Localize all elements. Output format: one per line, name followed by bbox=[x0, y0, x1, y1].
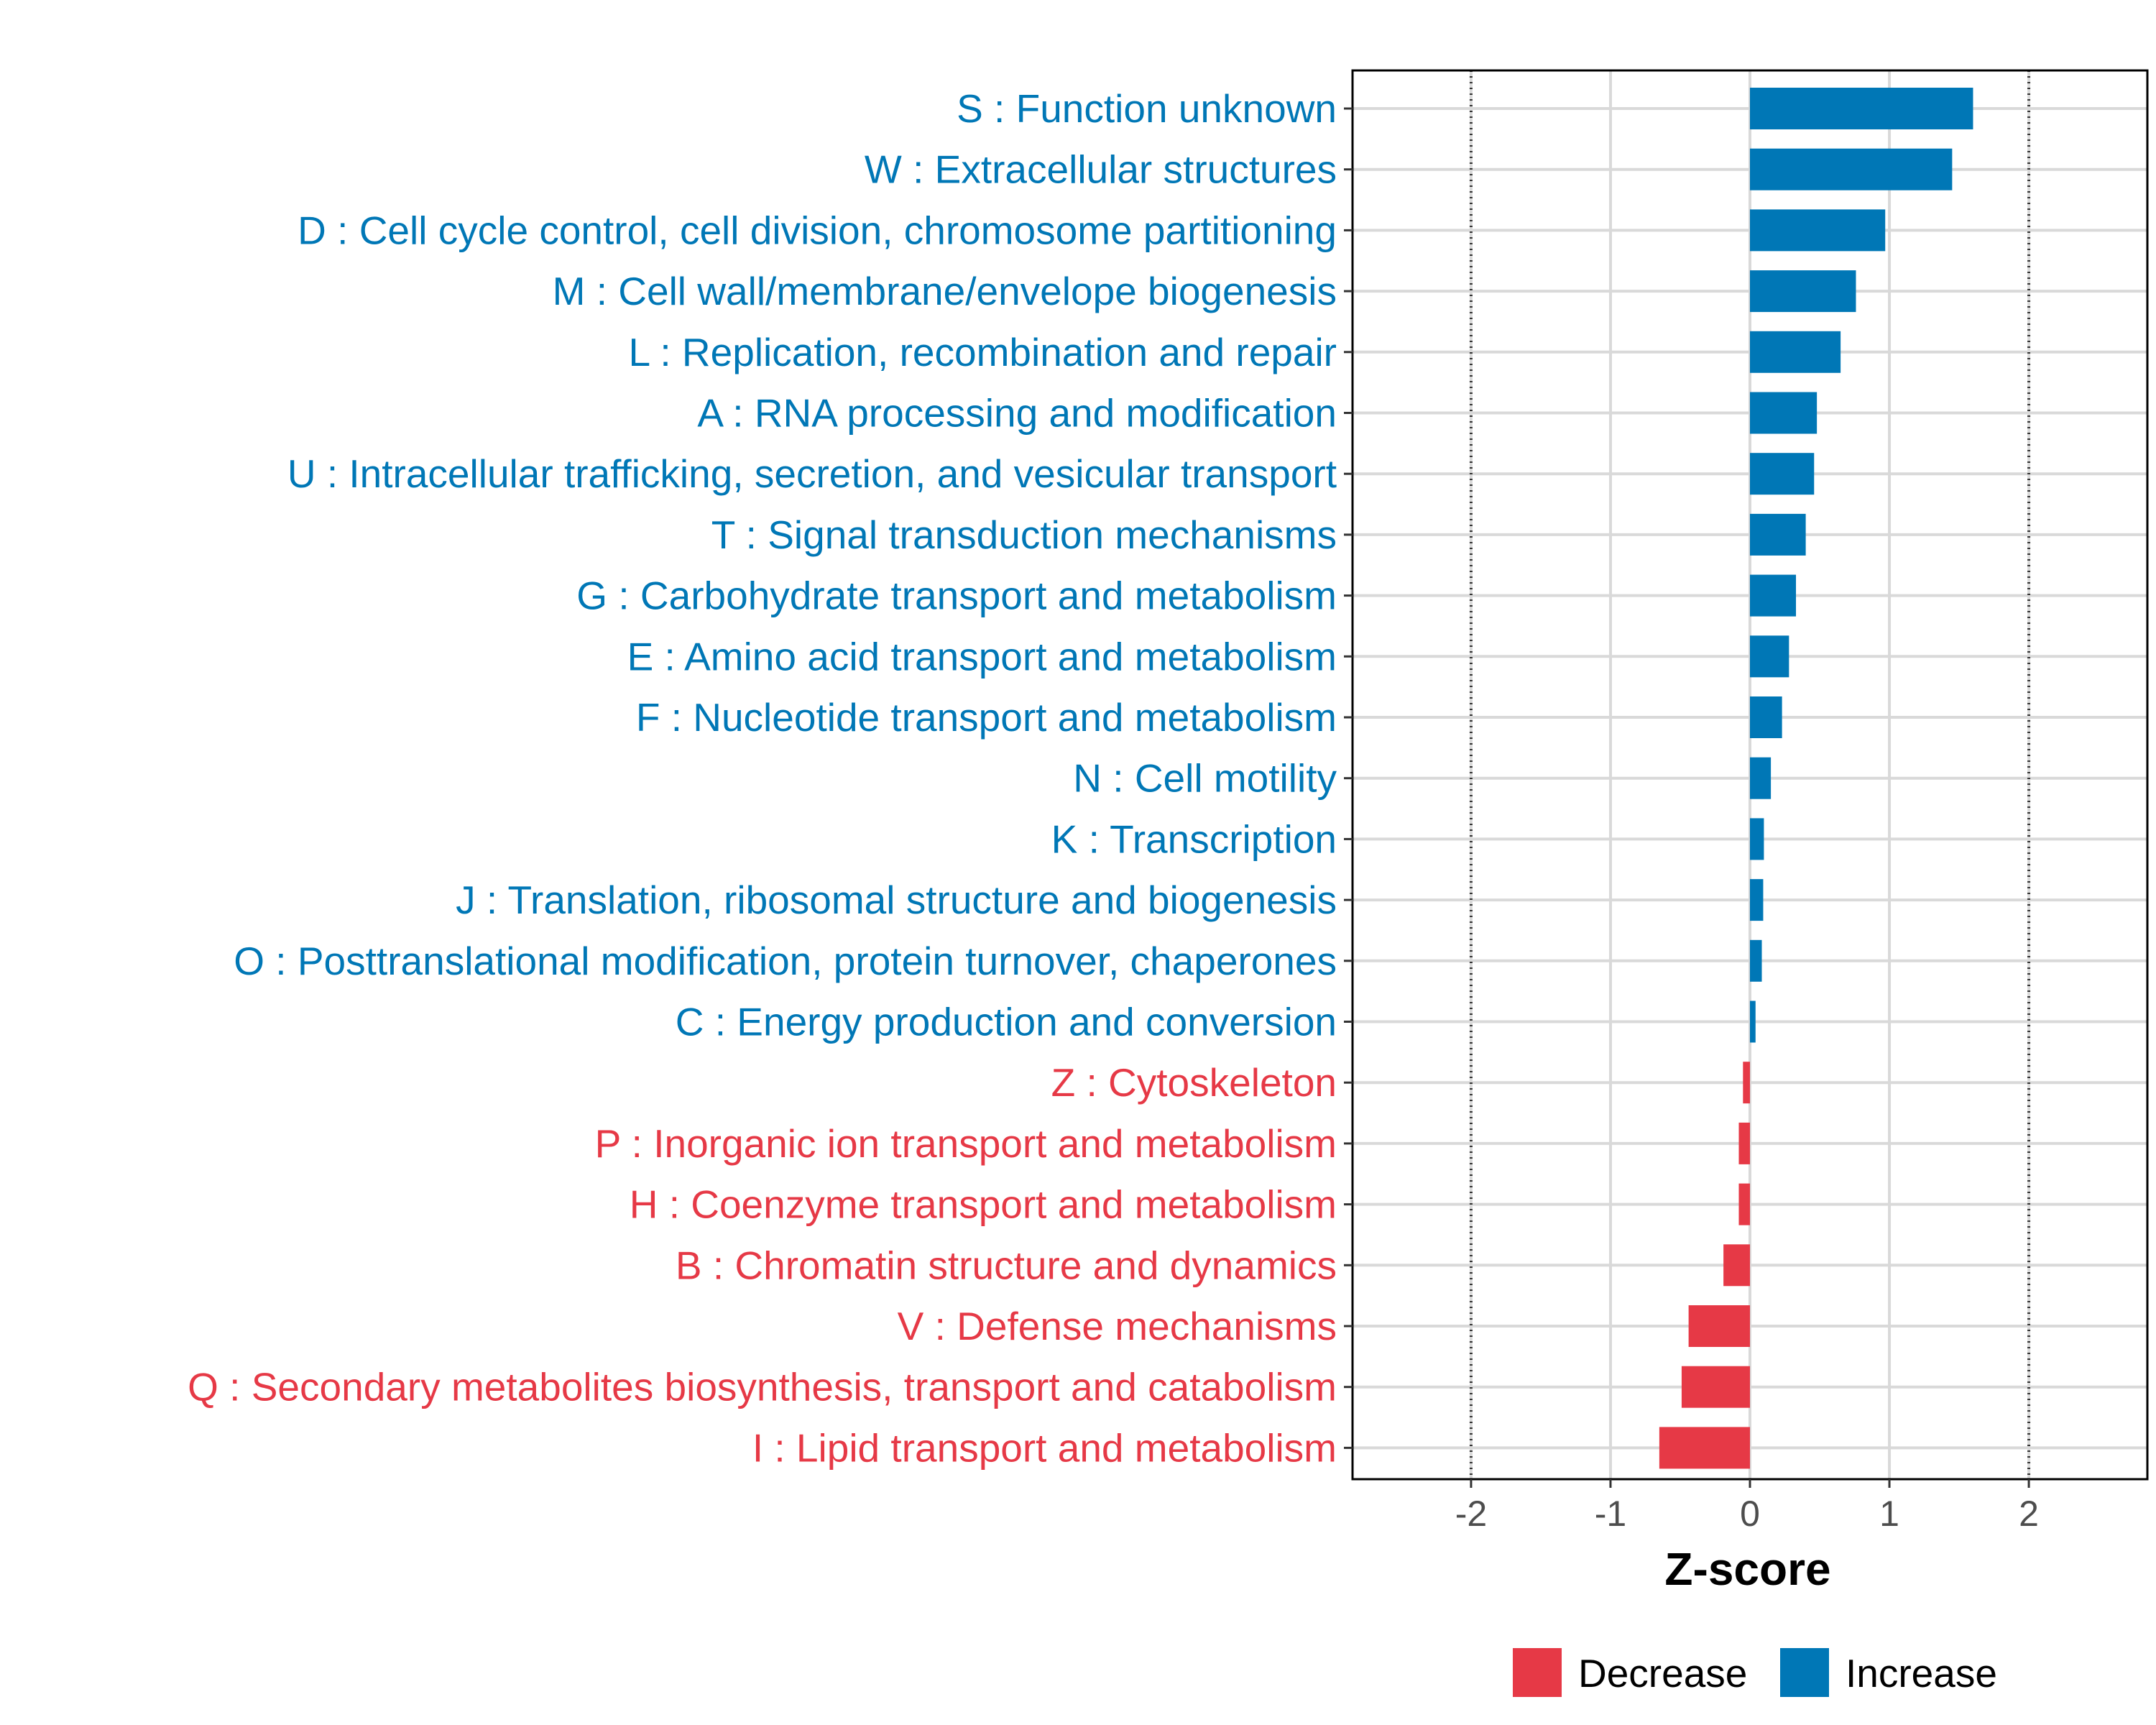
bar bbox=[1750, 574, 1797, 617]
bar bbox=[1738, 1122, 1750, 1164]
bar bbox=[1750, 513, 1806, 556]
y-tick-label: T : Signal transduction mechanisms bbox=[711, 512, 1337, 557]
legend-swatch-increase bbox=[1780, 1648, 1829, 1697]
bar bbox=[1688, 1305, 1750, 1347]
bar bbox=[1750, 939, 1762, 982]
legend-label-increase: Increase bbox=[1846, 1651, 1997, 1696]
y-tick-label: W : Extracellular structures bbox=[865, 147, 1337, 192]
x-axis: -2 -1 0 1 2 bbox=[1455, 1479, 2039, 1534]
x-tick-label: -2 bbox=[1455, 1494, 1487, 1534]
bar bbox=[1750, 88, 1973, 129]
bar bbox=[1738, 1183, 1750, 1225]
y-tick-label: U : Intracellular trafficking, secretion… bbox=[287, 451, 1337, 496]
legend: Decrease Increase bbox=[1513, 1648, 1997, 1697]
y-tick-label: G : Carbohydrate transport and metabolis… bbox=[576, 574, 1337, 618]
bar bbox=[1659, 1427, 1750, 1469]
bar bbox=[1743, 1062, 1750, 1104]
bar bbox=[1750, 209, 1886, 252]
x-axis-title: Z-score bbox=[1664, 1543, 1830, 1595]
bar-layer bbox=[1659, 88, 1973, 1469]
x-tick-label: 2 bbox=[2019, 1494, 2039, 1534]
bar bbox=[1750, 696, 1782, 738]
x-tick-label: 1 bbox=[1879, 1494, 1899, 1534]
bar bbox=[1750, 148, 1953, 190]
y-tick-label: I : Lipid transport and metabolism bbox=[752, 1425, 1337, 1470]
bar bbox=[1750, 331, 1841, 373]
y-tick-label: O : Posttranslational modification, prot… bbox=[234, 939, 1337, 983]
y-axis: S : Function unknown W : Extracellular st… bbox=[188, 86, 1353, 1470]
y-tick-label: D : Cell cycle control, cell division, c… bbox=[298, 208, 1337, 252]
bar bbox=[1750, 392, 1818, 434]
y-tick-label: M : Cell wall/membrane/envelope biogenes… bbox=[553, 269, 1337, 313]
bar bbox=[1750, 757, 1772, 799]
y-tick-label: F : Nucleotide transport and metabolism bbox=[636, 695, 1337, 740]
bar bbox=[1750, 818, 1764, 860]
y-tick-label: P : Inorganic ion transport and metaboli… bbox=[595, 1121, 1337, 1166]
bar bbox=[1750, 453, 1815, 495]
reference-line-layer bbox=[1469, 70, 2031, 1479]
y-tick-label: B : Chromatin structure and dynamics bbox=[676, 1243, 1337, 1287]
y-tick-label: L : Replication, recombination and repai… bbox=[629, 330, 1337, 374]
y-tick-label: C : Energy production and conversion bbox=[676, 1000, 1337, 1044]
legend-swatch-decrease bbox=[1513, 1648, 1562, 1697]
y-tick-label: Z : Cytoskeleton bbox=[1051, 1060, 1337, 1105]
bar bbox=[1750, 270, 1856, 313]
y-tick-label: N : Cell motility bbox=[1073, 756, 1337, 801]
y-tick-label: V : Defense mechanisms bbox=[898, 1304, 1337, 1348]
y-tick-label: E : Amino acid transport and metabolism bbox=[627, 634, 1337, 678]
bar bbox=[1723, 1244, 1750, 1287]
bar bbox=[1750, 879, 1764, 921]
y-tick-label: J : Translation, ribosomal structure and… bbox=[456, 878, 1337, 922]
y-tick-label: H : Coenzyme transport and metabolism bbox=[630, 1182, 1337, 1227]
y-tick-label: K : Transcription bbox=[1051, 816, 1337, 861]
bar bbox=[1750, 1000, 1756, 1043]
y-tick-label: A : RNA processing and modification bbox=[697, 391, 1337, 436]
bar bbox=[1681, 1366, 1750, 1408]
bar bbox=[1750, 635, 1789, 678]
y-tick-label: Q : Secondary metabolites biosynthesis, … bbox=[188, 1365, 1337, 1409]
legend-label-decrease: Decrease bbox=[1578, 1651, 1747, 1696]
x-tick-label: 0 bbox=[1740, 1494, 1760, 1534]
y-tick-label: S : Function unknown bbox=[957, 86, 1337, 131]
x-tick-label: -1 bbox=[1595, 1494, 1626, 1534]
